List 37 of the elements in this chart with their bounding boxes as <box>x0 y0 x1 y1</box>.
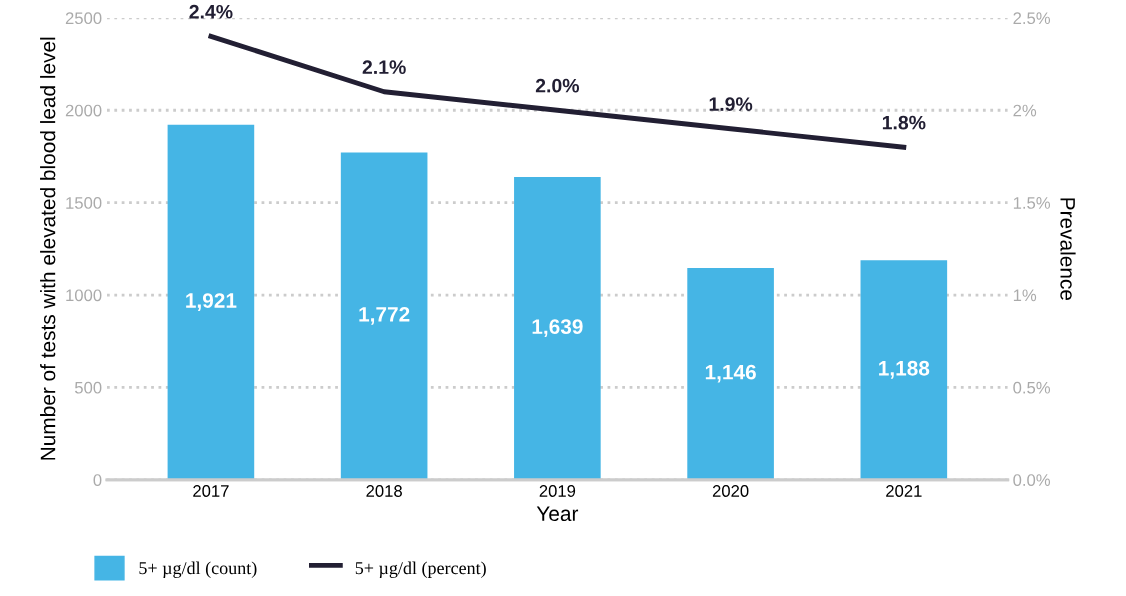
bar <box>340 152 428 480</box>
data-label: 1,639 <box>532 319 583 337</box>
y-tick-label: 2000 <box>65 104 102 117</box>
y2-tick-label: 2.5% <box>1013 12 1051 25</box>
data-label: 1.9% <box>709 97 753 111</box>
y-axis-title: Number of tests with elevated blood lead level <box>40 37 56 460</box>
y-tick-label: 2500 <box>65 12 102 25</box>
bar <box>514 176 601 480</box>
bar <box>687 268 774 480</box>
y2-tick-label: 0.0% <box>1013 474 1051 486</box>
x-tick-label: 2020 <box>712 485 749 497</box>
y2-tick-label: 1% <box>1013 289 1037 302</box>
y2-axis-title: Prevalence <box>1060 198 1076 301</box>
data-label: 2.0% <box>535 78 580 93</box>
x-tick-label: 2017 <box>193 485 229 497</box>
data-label: 1.8% <box>882 115 926 130</box>
data-label: 2.4% <box>189 4 233 19</box>
data-label: 1,772 <box>359 306 410 325</box>
bar <box>860 260 948 480</box>
data-label: 1,188 <box>879 360 930 379</box>
y-tick-label: 1000 <box>66 289 102 302</box>
legend-label: 5+ µg/dl (percent) <box>355 561 486 578</box>
y-tick-label: 500 <box>74 381 102 394</box>
x-tick-label: 2021 <box>886 485 922 497</box>
legend-label: 5+ µg/dl (count) <box>139 561 257 578</box>
data-label: 2.1% <box>362 60 406 75</box>
y-tick-label: 1500 <box>66 197 102 209</box>
x-tick-label: 2018 <box>366 485 402 497</box>
x-axis-title: Year <box>536 506 579 522</box>
bar <box>167 124 255 480</box>
y2-tick-label: 1.5% <box>1013 197 1051 209</box>
data-label: 1,146 <box>705 364 756 383</box>
x-tick-label: 2019 <box>539 485 576 497</box>
y2-tick-label: 0.5% <box>1013 381 1051 394</box>
y2-tick-label: 2% <box>1013 104 1037 117</box>
data-label: 1,921 <box>186 293 237 311</box>
y-tick-label: 0 <box>93 474 102 486</box>
